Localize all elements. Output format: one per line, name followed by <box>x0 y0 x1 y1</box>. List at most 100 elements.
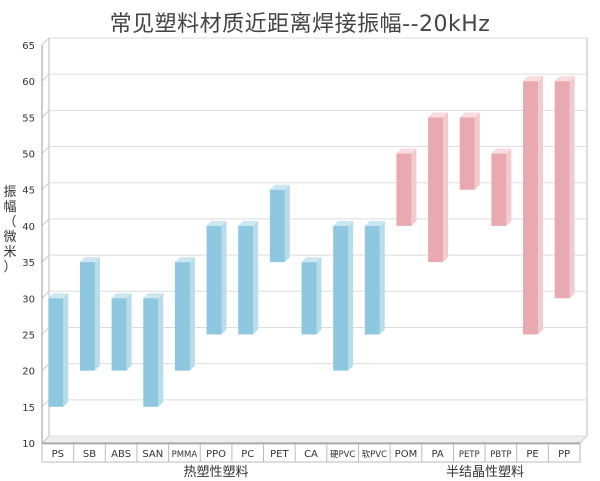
bar-top <box>269 184 290 190</box>
bar-side <box>63 293 69 407</box>
bar-top <box>333 220 354 226</box>
bar-side <box>284 184 290 263</box>
grid-depth-line <box>41 37 50 46</box>
bar-top <box>238 220 259 226</box>
bar-side <box>411 148 417 226</box>
bar-top <box>79 257 100 263</box>
bar-side <box>253 220 259 335</box>
bar-side <box>158 293 164 407</box>
bar-side <box>126 293 132 371</box>
x-tick-label: SB <box>83 449 96 460</box>
bar-side <box>348 220 354 371</box>
y-tick-label: 60 <box>22 77 35 88</box>
y-tick-label: 30 <box>22 294 35 305</box>
y-tick-label: 65 <box>22 41 35 52</box>
bar <box>491 153 507 226</box>
x-tick-label: PP <box>558 449 570 460</box>
bar-top <box>174 257 195 263</box>
grid-depth-line <box>41 218 50 227</box>
x-tick-label: 硬PVC <box>330 450 355 460</box>
y-tick-label: 45 <box>22 186 35 197</box>
bar <box>396 153 412 226</box>
bar-top <box>206 220 227 226</box>
grid-depth-line <box>41 254 50 263</box>
bar-top <box>111 293 132 299</box>
bar <box>79 262 95 371</box>
category-strip <box>41 443 581 463</box>
grid-depth-line <box>41 182 50 191</box>
bar-top <box>364 220 385 226</box>
bar-side <box>443 112 449 263</box>
grid-depth-line <box>41 327 50 335</box>
bar-side <box>506 148 512 226</box>
y-tick-label: 55 <box>22 113 35 124</box>
bar-side <box>538 76 544 335</box>
bar <box>111 298 127 371</box>
y-tick-label: 15 <box>22 403 35 414</box>
x-tick-label: PS <box>52 449 64 460</box>
bar-top <box>428 112 449 118</box>
grid-depth-line <box>41 290 50 299</box>
grid-depth-line <box>41 110 50 118</box>
bar-side <box>379 220 385 335</box>
bar <box>206 225 222 335</box>
bar <box>174 262 190 371</box>
bar-top <box>491 148 512 154</box>
y-tick-label: 20 <box>22 367 35 378</box>
bar <box>428 117 444 263</box>
grid-depth-line <box>41 363 50 371</box>
x-tick-label: ABS <box>111 449 131 460</box>
bar <box>523 81 539 335</box>
bar <box>364 225 380 335</box>
group-label: 半结晶性塑料 <box>446 465 524 480</box>
bar-top <box>143 293 164 299</box>
y-tick-label: 10 <box>22 439 35 450</box>
bar-top <box>554 76 575 82</box>
x-tick-label: PC <box>241 449 254 460</box>
bar <box>48 298 64 407</box>
x-tick-label: 软PVC <box>362 449 387 460</box>
chart-title: 常见塑料材质近距离焊接振幅--20kHz <box>109 12 491 37</box>
x-tick-label: PPO <box>206 449 226 460</box>
grid-depth-line <box>41 399 50 408</box>
bar-top <box>396 148 417 154</box>
bar <box>301 262 317 335</box>
x-tick-label: PA <box>431 449 443 460</box>
bar-top <box>523 76 544 82</box>
x-tick-label: PBTP <box>490 450 511 460</box>
x-tick-label: CA <box>304 449 318 460</box>
y-tick-label: 35 <box>22 258 35 269</box>
back-wall <box>48 37 588 437</box>
bar <box>459 117 475 190</box>
bar <box>143 298 159 407</box>
y-tick-label: 25 <box>22 330 35 341</box>
bar <box>554 81 570 299</box>
floor-plane <box>40 435 589 444</box>
bar-top <box>459 112 480 118</box>
y-tick-label: 50 <box>22 150 35 161</box>
x-tick-label: PMMA <box>172 450 198 460</box>
bar <box>333 225 349 371</box>
bar-top <box>301 257 322 263</box>
bar-side <box>474 112 480 190</box>
x-tick-label: PET <box>270 449 289 460</box>
y-axis-label: 振幅（微米） <box>3 185 17 275</box>
y-tick-label: 40 <box>22 222 35 233</box>
bar <box>269 189 285 263</box>
bar-side <box>316 257 322 335</box>
bar-side <box>189 257 195 371</box>
group-label: 热塑性塑料 <box>184 465 249 480</box>
grid-depth-line <box>41 435 50 444</box>
x-tick-label: PE <box>526 449 538 460</box>
x-tick-label: POM <box>395 449 418 460</box>
grid-depth-line <box>41 73 50 82</box>
x-tick-label: PETP <box>459 450 480 460</box>
x-tick-label: SAN <box>142 449 163 460</box>
bar-top <box>48 293 69 299</box>
bar <box>238 225 254 335</box>
bar-side <box>94 257 100 371</box>
bar-side <box>569 76 575 299</box>
grid-depth-line <box>41 146 50 154</box>
bar-side <box>221 220 227 335</box>
